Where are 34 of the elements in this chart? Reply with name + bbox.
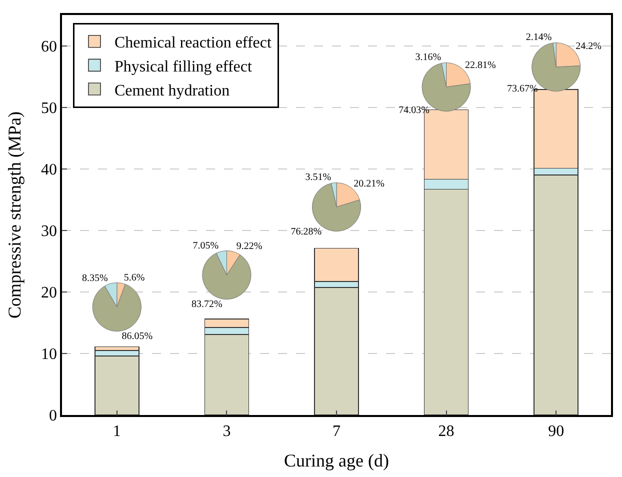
- y-tick-label: 20: [41, 284, 58, 302]
- data-label: 73.67%: [507, 83, 538, 94]
- data-label: 9.22%: [236, 241, 262, 252]
- data-label: 83.72%: [191, 299, 222, 310]
- legend-label: Chemical reaction effect: [114, 34, 272, 52]
- x-axis-title: Curing age (d): [284, 450, 389, 471]
- legend-label: Physical filling effect: [114, 58, 252, 76]
- data-label: 7.05%: [192, 240, 219, 252]
- data-label: 86.05%: [122, 331, 153, 342]
- data-label: 3.16%: [415, 52, 442, 63]
- legend-label: Cement hydration: [114, 82, 230, 100]
- x-tick-label: 90: [548, 422, 564, 440]
- data-label: 8.35%: [82, 272, 108, 284]
- y-axis-title: Compressive strength (MPa): [4, 112, 25, 318]
- x-tick-label: 1: [112, 422, 121, 440]
- pie-slice: [92, 284, 142, 332]
- y-tick-label: 0: [49, 408, 58, 425]
- x-tick-label: 28: [438, 422, 454, 440]
- x-tick-label: 7: [332, 422, 340, 440]
- y-tick-label: 40: [41, 161, 58, 178]
- pie-slice: [202, 252, 252, 300]
- y-tick-label: 50: [41, 100, 58, 117]
- x-tick-label: 3: [222, 422, 231, 440]
- data-label: 3.51%: [305, 172, 332, 183]
- data-label: 74.03%: [398, 104, 430, 116]
- data-label: 2.14%: [526, 32, 552, 43]
- data-label: 76.28%: [290, 226, 322, 238]
- y-tick-label: 10: [41, 346, 58, 364]
- data-label: 5.6%: [124, 272, 145, 284]
- data-label: 24.2%: [576, 41, 602, 52]
- y-tick-label: 30: [41, 222, 58, 240]
- data-label: 20.21%: [354, 178, 384, 190]
- y-tick-label: 60: [41, 38, 58, 56]
- data-label: 22.81%: [464, 60, 496, 72]
